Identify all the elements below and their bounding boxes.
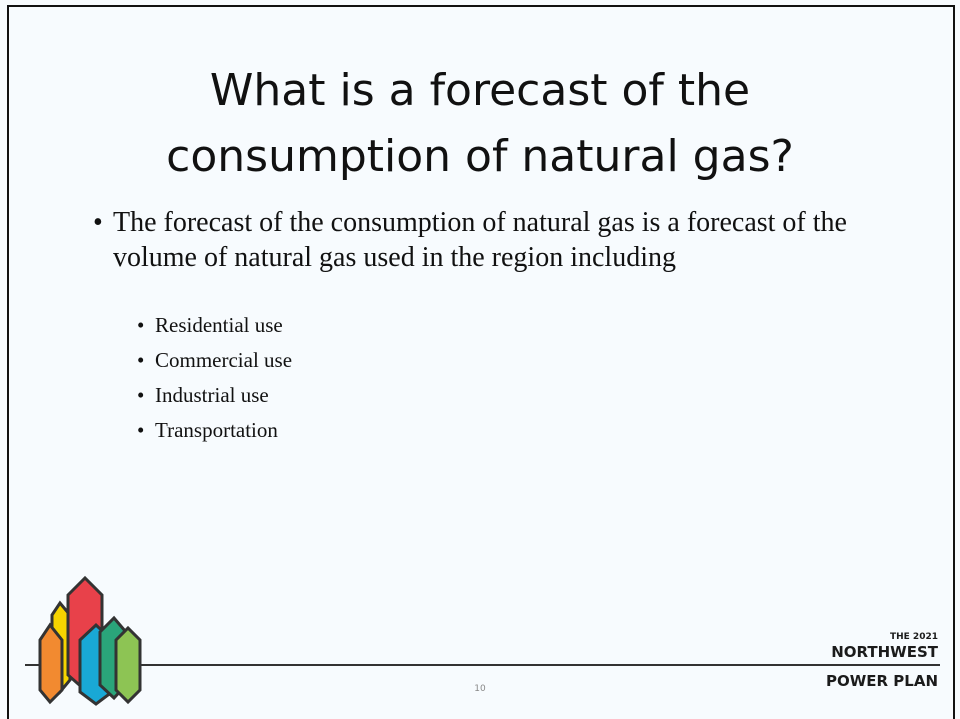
page-number: 10: [474, 684, 486, 694]
sub-bullet: • Residential use: [137, 308, 292, 343]
logo-shape: [114, 625, 142, 705]
sub-bullet: • Transportation: [137, 413, 292, 448]
bullet-dot: •: [137, 383, 145, 407]
sub-bullet-text: Transportation: [155, 418, 278, 442]
sub-bullet-text: Commercial use: [155, 348, 293, 372]
bullet-dot: •: [137, 313, 145, 337]
logo-text: NORTHWEST: [831, 643, 938, 661]
bullet-dot: •: [93, 207, 103, 238]
bullet: • The forecast of the consumption of natu…: [93, 205, 893, 275]
sub-bullet-text: Industrial use: [155, 383, 269, 407]
logo-text: POWER PLAN: [825, 672, 938, 690]
sub-bullet: • Commercial use: [137, 343, 293, 378]
sub-bullet: • Industrial use: [137, 378, 292, 413]
slide-title: What is a forecast of the consumption of…: [166, 65, 794, 182]
bullet-dot: •: [137, 348, 145, 372]
sub-bullets: • Residential use • Commercial use • Indust…: [137, 308, 293, 448]
logo-shape: [38, 622, 64, 705]
logo-text: THE 2021: [889, 632, 938, 642]
bullet-dot: •: [137, 418, 145, 442]
bullet-text: The forecast of the consumption of natur…: [113, 207, 847, 273]
slide-frame: [7, 5, 955, 719]
sub-bullet-text: Residential use: [155, 313, 283, 337]
